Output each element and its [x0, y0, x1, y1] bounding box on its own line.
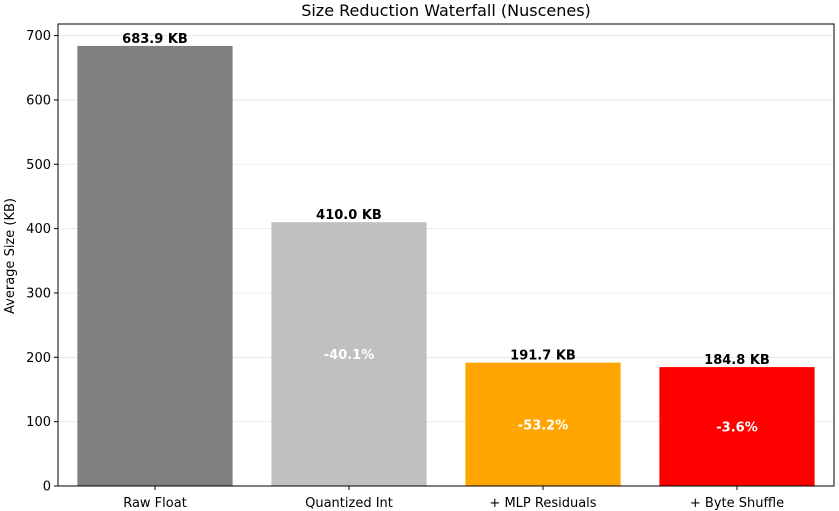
y-tick-label: 0 — [43, 480, 51, 495]
y-tick-label: 600 — [26, 93, 51, 108]
y-axis-label: Average Size (KB) — [3, 198, 18, 314]
bars — [77, 45, 815, 487]
reduction-label: -3.6% — [716, 421, 757, 436]
x-axis-ticks: Raw Float Quantized Int + MLP Residuals + B… — [123, 486, 784, 511]
y-tick-label: 700 — [26, 29, 51, 44]
bar — [465, 362, 621, 486]
x-tick-label: Quantized Int — [305, 496, 393, 511]
y-tick-label: 400 — [26, 222, 51, 237]
bar — [659, 367, 815, 486]
value-label: 410.0 KB — [316, 208, 382, 223]
x-tick-label: + MLP Residuals — [489, 496, 596, 511]
bar-labels: 683.9 KB 410.0 KB -40.1% 191.7 KB -53.2% 184.… — [122, 32, 770, 436]
bar — [271, 222, 427, 486]
value-label: 191.7 KB — [510, 349, 576, 364]
y-tick-label: 300 — [26, 286, 51, 301]
y-tick-label: 100 — [26, 415, 51, 430]
y-tick-label: 500 — [26, 158, 51, 173]
reduction-label: -53.2% — [518, 418, 569, 433]
y-axis-ticks: 0 100 200 300 400 500 600 700 — [26, 29, 58, 495]
x-tick-label: Raw Float — [123, 496, 187, 511]
value-label: 683.9 KB — [122, 32, 188, 47]
y-tick-label: 200 — [26, 351, 51, 366]
x-tick-label: + Byte Shuffle — [690, 496, 784, 511]
bar — [77, 45, 233, 487]
plot-frame — [57, 23, 835, 487]
chart-title: Size Reduction Waterfall (Nuscenes) — [301, 1, 591, 20]
reduction-label: -40.1% — [324, 348, 375, 363]
value-label: 184.8 KB — [704, 353, 770, 368]
